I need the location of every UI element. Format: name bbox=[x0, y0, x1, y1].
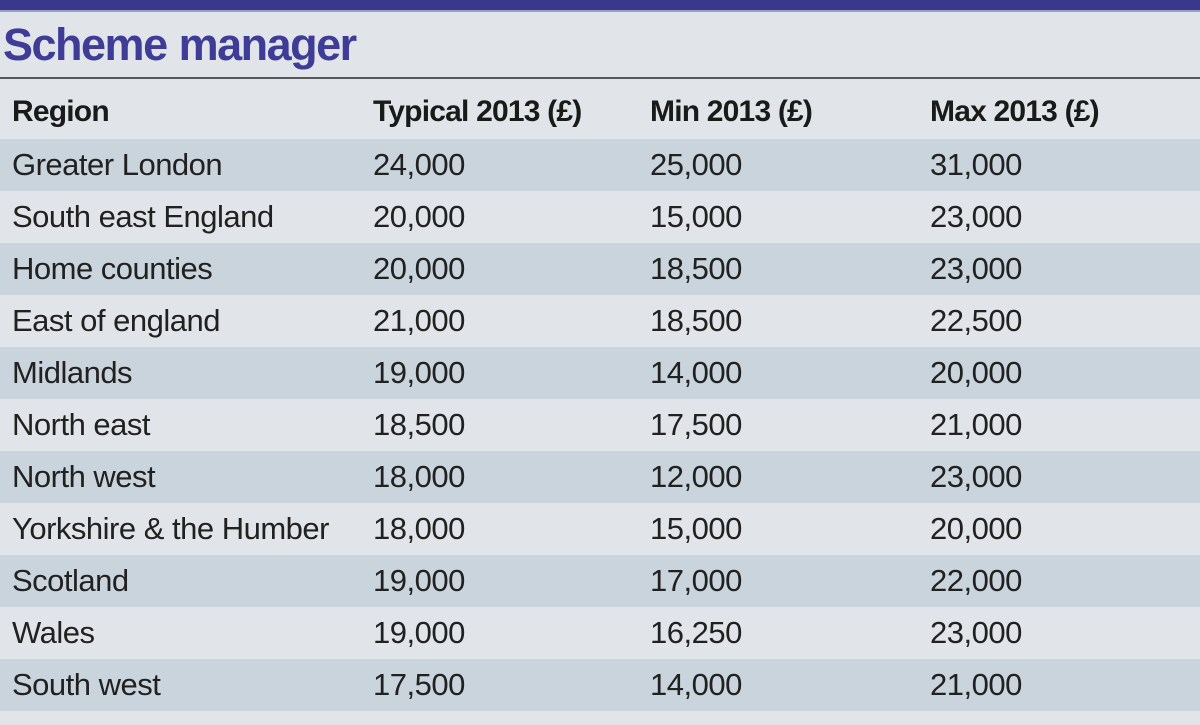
region-cell: Scotland bbox=[12, 563, 129, 598]
column-header-typical-2013: Typical 2013 (£) bbox=[373, 95, 582, 128]
max-value-cell: 20,000 bbox=[930, 355, 1022, 390]
column-header-max-2013: Max 2013 (£) bbox=[930, 95, 1100, 128]
table-row: South west 17,500 14,000 21,000 bbox=[0, 659, 1200, 711]
table-row: North west 18,000 12,000 23,000 bbox=[0, 451, 1200, 503]
top-accent-bar bbox=[0, 0, 1200, 12]
region-cell: East of england bbox=[12, 303, 220, 338]
region-cell: South west bbox=[12, 667, 161, 702]
typical-value-cell: 21,000 bbox=[373, 303, 465, 338]
typical-value-cell: 17,500 bbox=[373, 667, 465, 702]
max-value-cell: 23,000 bbox=[930, 199, 1022, 234]
salary-table: Region Typical 2013 (£) Min 2013 (£) Max… bbox=[0, 79, 1200, 711]
title-area: Scheme manager bbox=[0, 12, 1200, 77]
region-cell: Wales bbox=[12, 615, 95, 650]
max-value-cell: 21,000 bbox=[930, 667, 1022, 702]
max-value-cell: 21,000 bbox=[930, 407, 1022, 442]
table-row: Greater London 24,000 25,000 31,000 bbox=[0, 139, 1200, 191]
min-value-cell: 18,500 bbox=[650, 251, 742, 286]
region-cell: Midlands bbox=[12, 355, 133, 390]
max-value-cell: 23,000 bbox=[930, 251, 1022, 286]
column-header-region: Region bbox=[12, 95, 110, 128]
min-value-cell: 15,000 bbox=[650, 511, 742, 546]
table-row: South east England 20,000 15,000 23,000 bbox=[0, 191, 1200, 243]
typical-value-cell: 24,000 bbox=[373, 147, 465, 182]
table-row: Wales 19,000 16,250 23,000 bbox=[0, 607, 1200, 659]
max-value-cell: 20,000 bbox=[930, 511, 1022, 546]
table-row: Midlands 19,000 14,000 20,000 bbox=[0, 347, 1200, 399]
region-cell: North west bbox=[12, 459, 156, 494]
min-value-cell: 25,000 bbox=[650, 147, 742, 182]
typical-value-cell: 19,000 bbox=[373, 563, 465, 598]
page-title: Scheme manager bbox=[3, 18, 357, 70]
table-row: East of england 21,000 18,500 22,500 bbox=[0, 295, 1200, 347]
table-body: Greater London 24,000 25,000 31,000 Sout… bbox=[0, 139, 1200, 711]
min-value-cell: 12,000 bbox=[650, 459, 742, 494]
region-cell: South east England bbox=[12, 199, 274, 234]
table-header-row: Region Typical 2013 (£) Min 2013 (£) Max… bbox=[0, 79, 1200, 139]
max-value-cell: 22,000 bbox=[930, 563, 1022, 598]
table-row: North east 18,500 17,500 21,000 bbox=[0, 399, 1200, 451]
column-header-min-2013: Min 2013 (£) bbox=[650, 95, 813, 128]
table-row: Scotland 19,000 17,000 22,000 bbox=[0, 555, 1200, 607]
max-value-cell: 23,000 bbox=[930, 459, 1022, 494]
region-cell: Yorkshire & the Humber bbox=[12, 511, 329, 546]
region-cell: Greater London bbox=[12, 147, 223, 182]
region-cell: North east bbox=[12, 407, 151, 442]
min-value-cell: 17,500 bbox=[650, 407, 742, 442]
typical-value-cell: 18,500 bbox=[373, 407, 465, 442]
min-value-cell: 15,000 bbox=[650, 199, 742, 234]
typical-value-cell: 18,000 bbox=[373, 511, 465, 546]
typical-value-cell: 20,000 bbox=[373, 199, 465, 234]
title-divider bbox=[0, 77, 1200, 79]
max-value-cell: 23,000 bbox=[930, 615, 1022, 650]
typical-value-cell: 18,000 bbox=[373, 459, 465, 494]
min-value-cell: 16,250 bbox=[650, 615, 742, 650]
typical-value-cell: 19,000 bbox=[373, 355, 465, 390]
table-row: Home counties 20,000 18,500 23,000 bbox=[0, 243, 1200, 295]
typical-value-cell: 19,000 bbox=[373, 615, 465, 650]
region-cell: Home counties bbox=[12, 251, 213, 286]
min-value-cell: 14,000 bbox=[650, 355, 742, 390]
typical-value-cell: 20,000 bbox=[373, 251, 465, 286]
min-value-cell: 17,000 bbox=[650, 563, 742, 598]
max-value-cell: 31,000 bbox=[930, 147, 1022, 182]
max-value-cell: 22,500 bbox=[930, 303, 1022, 338]
min-value-cell: 18,500 bbox=[650, 303, 742, 338]
min-value-cell: 14,000 bbox=[650, 667, 742, 702]
table-row: Yorkshire & the Humber 18,000 15,000 20,… bbox=[0, 503, 1200, 555]
